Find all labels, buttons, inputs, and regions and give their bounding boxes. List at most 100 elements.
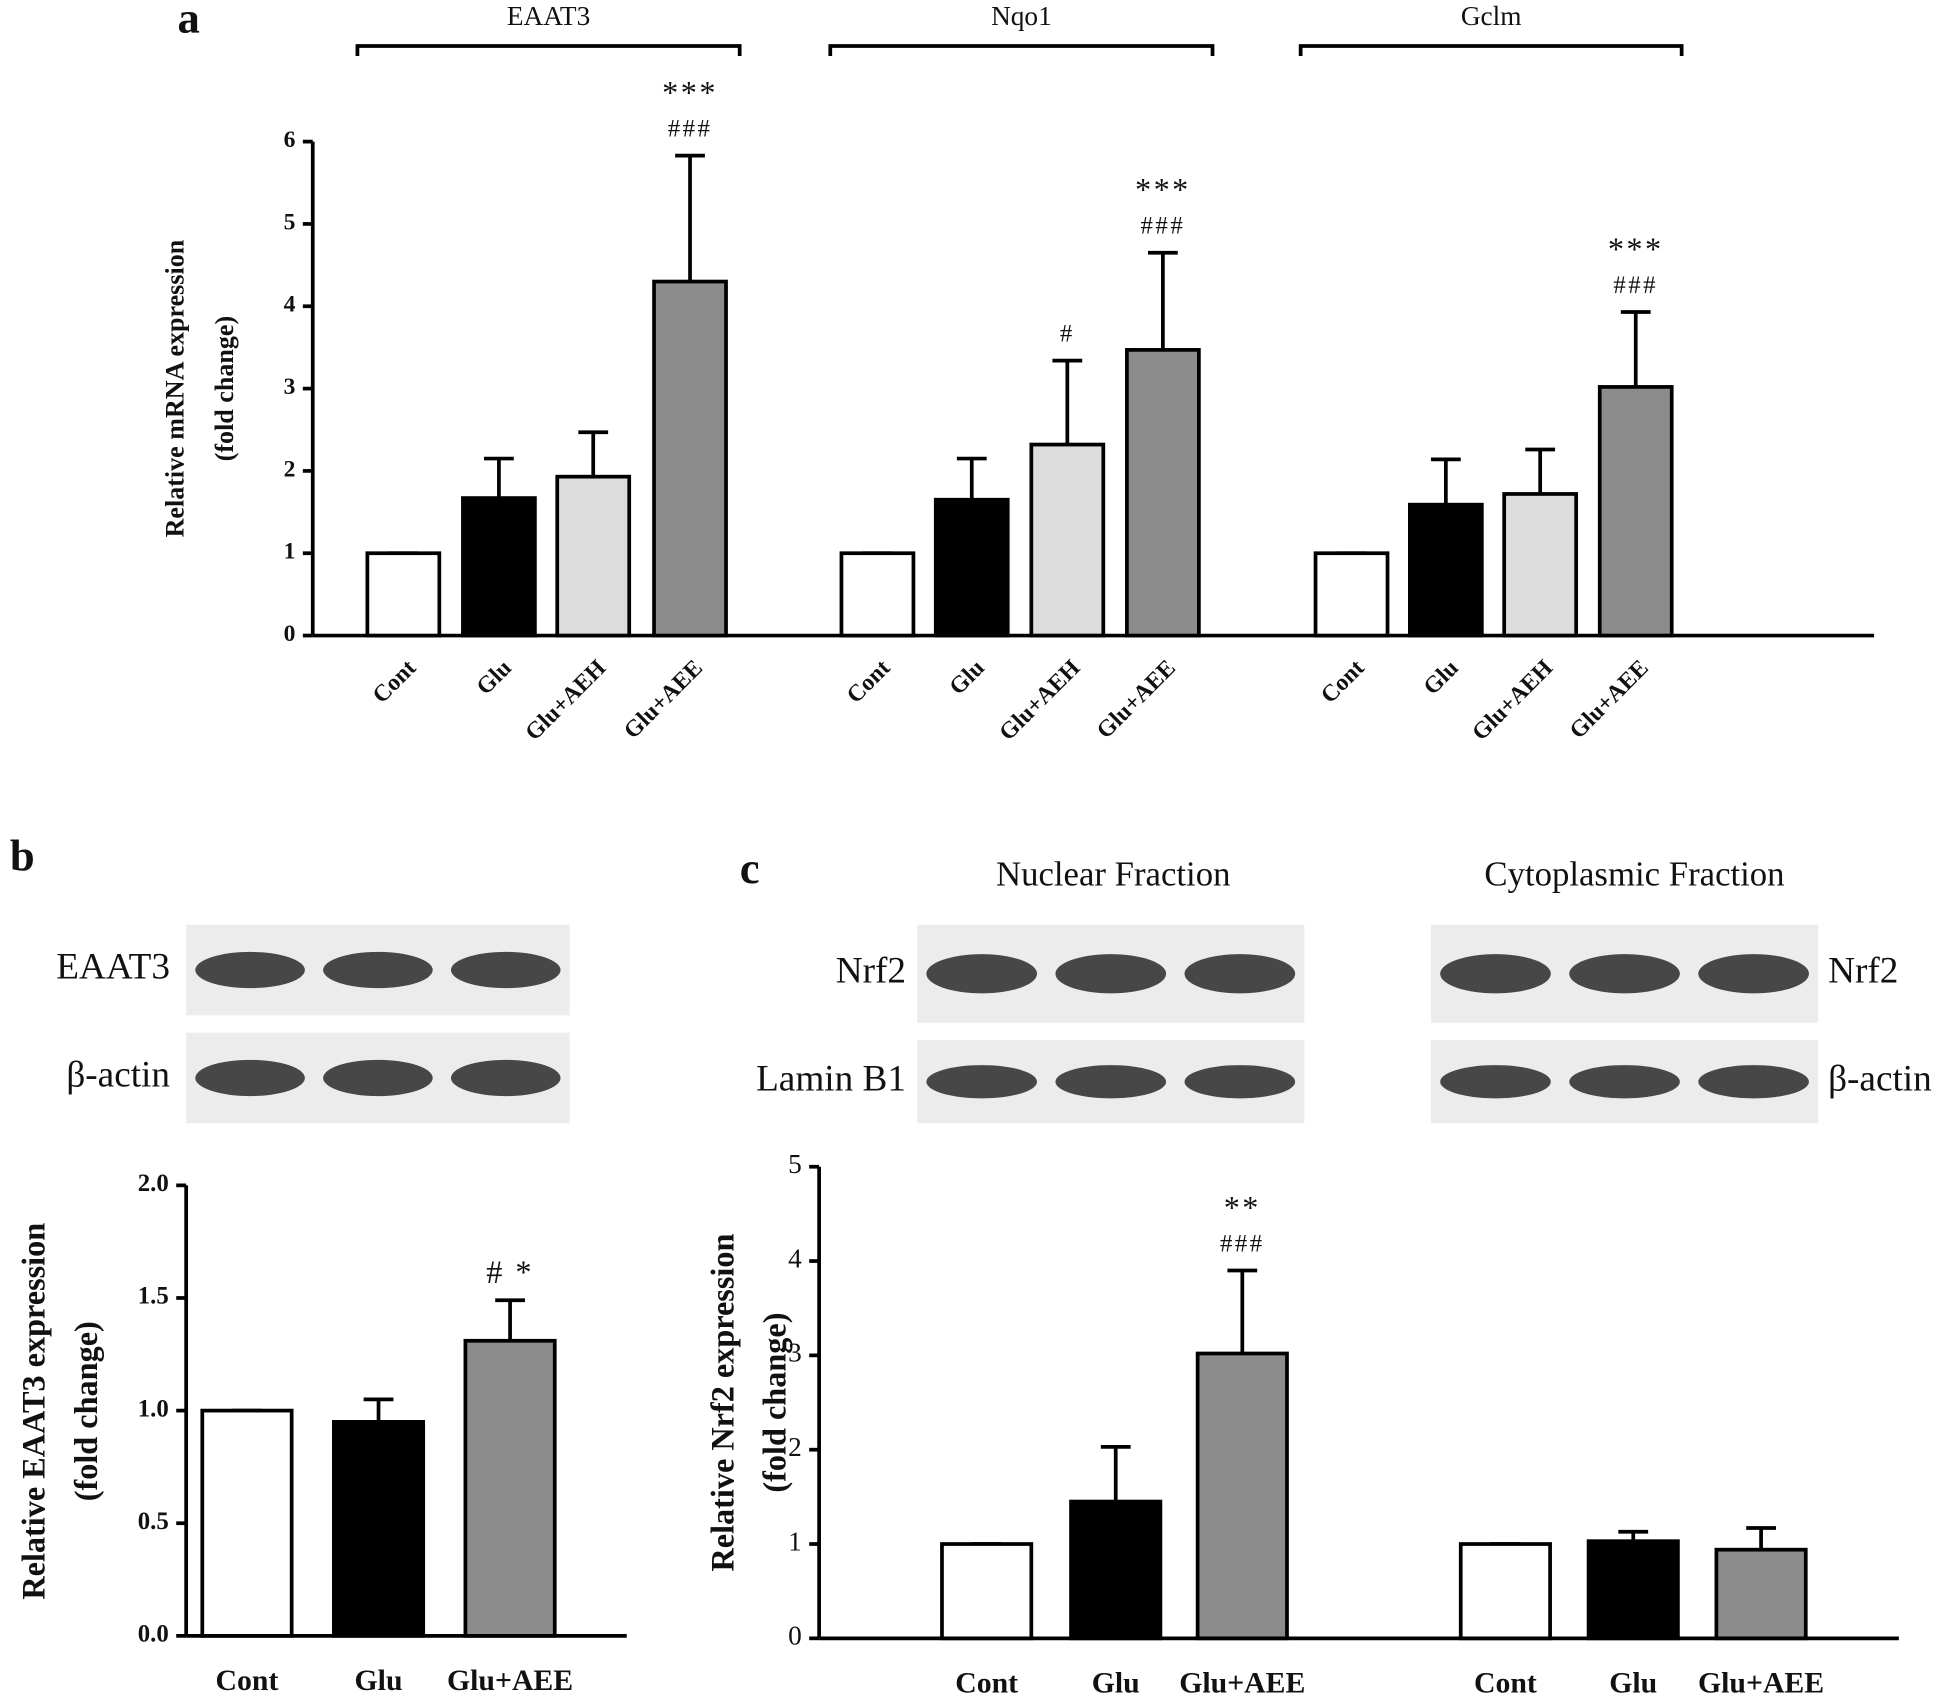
- bar: [933, 497, 1010, 638]
- x-tick-label: Glu: [1092, 1666, 1140, 1699]
- group-label: Nqo1: [991, 1, 1052, 31]
- y-tick-label: 2: [788, 1432, 802, 1462]
- x-tick-label: Cont: [368, 655, 422, 709]
- x-tick-label: Glu+AEH: [520, 655, 611, 746]
- x-tick-label: Glu+AEE: [1179, 1666, 1305, 1699]
- y-tick-label: 4: [284, 292, 296, 318]
- bar: [331, 1420, 426, 1638]
- y-tick-label: 3: [788, 1338, 802, 1368]
- bar: [1597, 385, 1674, 638]
- blot-band: [1184, 1065, 1296, 1099]
- bar: [1069, 1499, 1163, 1641]
- bar: [839, 551, 916, 638]
- y-tick-label: 5: [788, 1149, 802, 1179]
- x-tick-label: Cont: [216, 1664, 279, 1697]
- blot-band: [450, 1059, 561, 1097]
- blot-band: [1569, 1065, 1680, 1099]
- x-tick-label: Glu: [1609, 1666, 1657, 1699]
- blot-band: [450, 951, 561, 989]
- x-tick-label: Glu+AEE: [447, 1664, 573, 1697]
- blot-band: [1698, 954, 1809, 994]
- group-label: Cytoplasmic Fraction: [1484, 855, 1784, 894]
- significance-label: ###: [668, 115, 713, 142]
- significance-label: ***: [1608, 231, 1664, 267]
- y-tick-label: 0: [284, 621, 296, 647]
- group-label: EAAT3: [507, 1, 590, 31]
- x-tick-label: Glu: [355, 1664, 403, 1697]
- y-tick-label: 6: [284, 127, 296, 153]
- bar: [1714, 1547, 1808, 1641]
- significance-label: ###: [1220, 1230, 1265, 1257]
- group-label: Gclm: [1461, 1, 1522, 31]
- bar: [1407, 502, 1484, 638]
- significance-label: **: [1224, 1189, 1261, 1225]
- y-tick-label: 0.5: [138, 1508, 169, 1535]
- y-axis-label: Relative Nrf2 expression: [704, 1233, 740, 1571]
- y-tick-label: 2: [284, 456, 296, 482]
- blot-band: [1055, 954, 1167, 994]
- blot-band: [926, 954, 1038, 994]
- x-tick-label: Cont: [1474, 1666, 1537, 1699]
- blot-label: β-actin: [66, 1055, 170, 1096]
- y-tick-label: 3: [284, 374, 296, 400]
- blot-band: [1184, 954, 1296, 994]
- significance-label: ###: [1141, 213, 1186, 240]
- x-tick-label: Cont: [842, 655, 896, 709]
- group-bracket: [828, 44, 1215, 56]
- bar: [463, 1338, 557, 1638]
- x-tick-label: Glu: [1419, 655, 1464, 700]
- blot-label: EAAT3: [56, 947, 170, 988]
- bar: [1125, 348, 1201, 638]
- bar: [555, 474, 632, 638]
- bar: [365, 551, 442, 638]
- group-bracket: [355, 44, 742, 56]
- significance-label: ***: [662, 74, 718, 110]
- x-tick-label: Glu+AEH: [994, 655, 1085, 746]
- bar: [652, 279, 728, 638]
- significance-label: #: [1060, 320, 1075, 347]
- x-tick-label: Glu+AEE: [619, 655, 708, 744]
- x-tick-label: Glu: [472, 655, 517, 700]
- bar: [1029, 442, 1106, 638]
- y-axis-label: Relative mRNA expression: [160, 239, 189, 537]
- blot-label: β-actin: [1828, 1058, 1932, 1099]
- bar: [1586, 1539, 1680, 1641]
- blot-band: [1440, 954, 1551, 994]
- y-axis-label: (fold change): [210, 316, 239, 461]
- panel-label: b: [10, 830, 35, 880]
- y-tick-label: 1: [284, 539, 296, 565]
- blot-band: [195, 951, 305, 989]
- blot-label: Lamin B1: [756, 1058, 906, 1099]
- blot-band: [1055, 1065, 1167, 1099]
- blot-label: Nrf2: [836, 950, 906, 991]
- x-tick-label: Glu: [944, 655, 989, 700]
- y-axis-label: (fold change): [757, 1313, 793, 1493]
- bar: [1313, 551, 1390, 638]
- y-tick-label: 1.0: [138, 1395, 169, 1422]
- x-tick-label: Glu+AEH: [1467, 655, 1558, 746]
- panel-label: a: [177, 0, 199, 43]
- significance-label: ###: [1613, 272, 1658, 299]
- group-bracket: [1298, 44, 1684, 56]
- y-tick-label: 0.0: [138, 1621, 169, 1648]
- blot-band: [323, 1059, 433, 1097]
- y-axis-label: (fold change): [68, 1321, 104, 1501]
- significance-label: # *: [486, 1254, 534, 1290]
- y-axis-label: Relative EAAT3 expression: [16, 1223, 52, 1600]
- bar: [1502, 492, 1579, 638]
- y-tick-label: 0: [788, 1621, 802, 1651]
- group-label: Nuclear Fraction: [996, 855, 1230, 894]
- significance-label: ***: [1135, 172, 1191, 208]
- bar: [1195, 1351, 1289, 1641]
- y-tick-label: 1.5: [138, 1283, 169, 1310]
- blot-band: [323, 951, 433, 989]
- x-tick-label: Glu+AEE: [1698, 1666, 1824, 1699]
- y-tick-label: 4: [788, 1243, 802, 1273]
- panel-label: c: [740, 843, 760, 893]
- blot-band: [1698, 1065, 1809, 1099]
- x-tick-label: Glu+AEE: [1092, 655, 1181, 744]
- blot-band: [926, 1065, 1038, 1099]
- x-tick-label: Glu+AEE: [1565, 655, 1654, 744]
